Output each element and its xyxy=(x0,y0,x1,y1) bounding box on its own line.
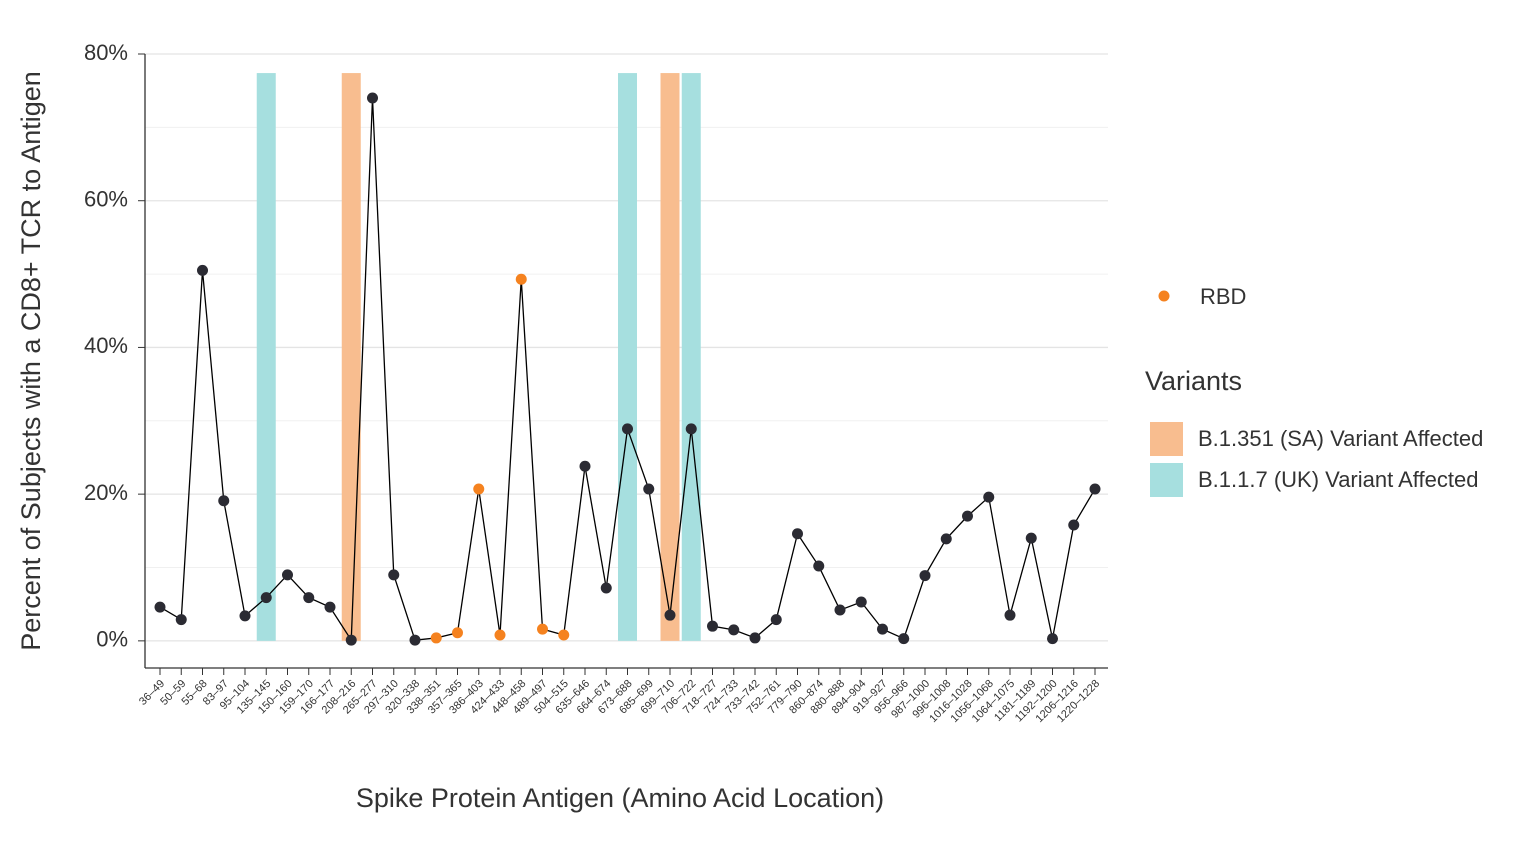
data-point xyxy=(1047,633,1058,645)
data-point xyxy=(388,569,400,581)
legend-marker xyxy=(1158,290,1170,302)
data-point xyxy=(537,623,548,635)
data-point xyxy=(452,627,463,639)
data-point xyxy=(792,528,803,540)
y-tick-label: 80% xyxy=(84,40,128,65)
data-point xyxy=(898,633,910,645)
data-point xyxy=(664,609,676,621)
y-tick-label: 40% xyxy=(84,333,128,358)
data-point xyxy=(515,273,527,285)
data-point xyxy=(1068,519,1080,531)
legend-label: RBD xyxy=(1200,284,1246,309)
data-point xyxy=(324,601,336,613)
data-point xyxy=(813,560,825,572)
variant-band xyxy=(681,73,701,641)
legend-swatch xyxy=(1150,422,1183,456)
data-point xyxy=(430,632,442,644)
variant-band xyxy=(256,73,276,641)
y-tick-label: 20% xyxy=(84,480,128,505)
variant-band xyxy=(618,73,637,641)
data-point xyxy=(303,592,315,604)
data-point xyxy=(622,423,633,435)
legend-label: B.1.351 (SA) Variant Affected xyxy=(1198,426,1483,451)
data-point xyxy=(558,629,570,641)
data-point xyxy=(197,264,208,276)
data-point xyxy=(770,614,782,626)
legend-title: Variants xyxy=(1145,366,1242,396)
data-point xyxy=(473,483,485,495)
data-point xyxy=(218,495,230,507)
data-point xyxy=(175,614,187,626)
data-point xyxy=(962,510,973,522)
data-point xyxy=(282,569,293,581)
data-point xyxy=(834,604,846,616)
data-point xyxy=(940,533,952,545)
data-point xyxy=(749,632,761,644)
variant-band xyxy=(341,73,361,641)
x-axis-title: Spike Protein Antigen (Amino Acid Locati… xyxy=(356,783,884,813)
legend-label: B.1.1.7 (UK) Variant Affected xyxy=(1198,467,1478,492)
data-point xyxy=(579,460,591,472)
data-point xyxy=(707,620,718,632)
data-point xyxy=(855,596,867,608)
y-tick-label: 60% xyxy=(84,187,128,212)
data-point xyxy=(367,92,378,104)
data-point xyxy=(345,634,357,646)
data-point xyxy=(260,592,272,604)
variant-band xyxy=(660,73,680,641)
data-point xyxy=(919,570,931,582)
data-point xyxy=(409,634,421,646)
data-point xyxy=(1025,532,1037,544)
data-point xyxy=(494,629,506,641)
data-point xyxy=(239,610,251,622)
data-point xyxy=(643,483,655,495)
y-axis-title: Percent of Subjects with a CD8+ TCR to A… xyxy=(16,71,46,651)
data-point xyxy=(1089,483,1101,495)
data-point xyxy=(600,582,612,594)
data-point xyxy=(728,624,740,636)
data-point xyxy=(685,423,697,435)
data-point xyxy=(983,491,995,503)
legend-swatch xyxy=(1150,463,1183,497)
y-tick-label: 0% xyxy=(96,627,128,652)
data-point xyxy=(1004,609,1016,621)
data-point xyxy=(154,601,166,613)
data-point xyxy=(877,623,888,635)
